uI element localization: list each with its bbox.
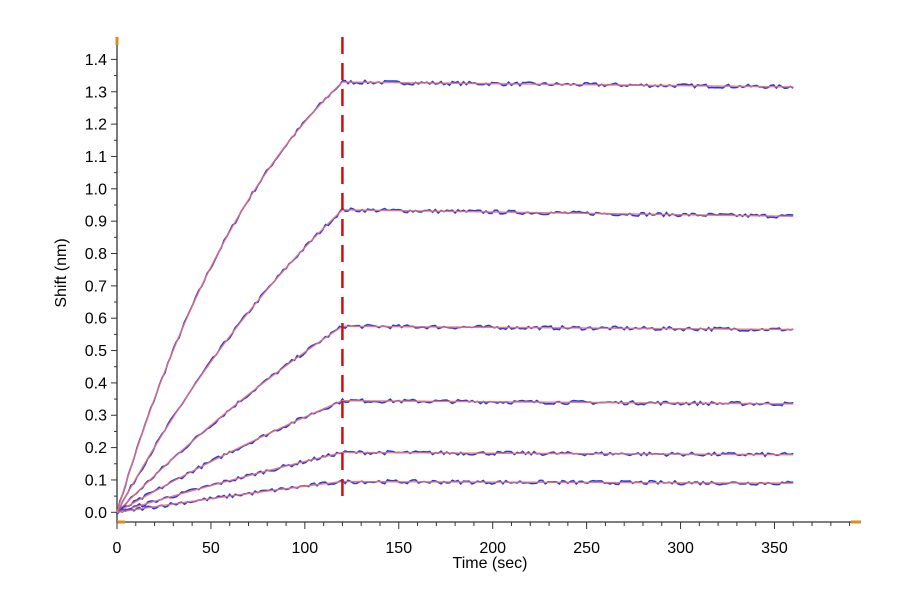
- y-tick-label: 1.1: [85, 149, 107, 166]
- y-tick-label: 0.7: [85, 278, 107, 295]
- fit-curve-5: [116, 451, 794, 513]
- y-tick-label: 0.4: [85, 375, 107, 392]
- x-tick-label: 200: [479, 540, 506, 557]
- data-series-6: [116, 478, 794, 515]
- x-tick-label: 250: [573, 540, 600, 557]
- y-tick-label: 0.9: [85, 214, 107, 231]
- y-tick-label: 0.5: [85, 343, 107, 360]
- y-tick-label: 1.4: [85, 52, 107, 69]
- x-axis-title: Time (sec): [453, 555, 528, 572]
- x-tick-label: 150: [385, 540, 412, 557]
- x-tick-label: 50: [202, 540, 220, 557]
- data-series-2: [116, 207, 794, 515]
- data-series-1: [116, 79, 794, 515]
- y-tick-label: 0.1: [85, 472, 107, 489]
- fit-curve-4: [116, 399, 794, 513]
- x-tick-label: 100: [291, 540, 318, 557]
- x-tick-label: 300: [667, 540, 694, 557]
- x-tick-label: 350: [761, 540, 788, 557]
- y-tick-label: 1.3: [85, 84, 107, 101]
- y-tick-label: 0.2: [85, 440, 107, 457]
- curves: [116, 79, 794, 515]
- y-tick-label: 0.6: [85, 311, 107, 328]
- y-tick-label: 1.2: [85, 117, 107, 134]
- y-tick-label: 0.3: [85, 408, 107, 425]
- y-tick-label: 1.0: [85, 181, 107, 198]
- axes: 0.0 0.1 0.2 0.3 0.4 0.5 0.6 0.7 0.8 0.9 1.0 1.1 1.2 1…: [85, 37, 861, 557]
- y-axis-title: Shift (nm): [53, 238, 70, 307]
- fit-curve-6: [116, 480, 794, 513]
- y-tick-label: 0.0: [85, 505, 107, 522]
- fit-curve-2: [116, 209, 794, 513]
- x-tick-label: 0: [113, 540, 122, 557]
- fit-curve-3: [116, 325, 794, 513]
- y-tick-label: 0.8: [85, 246, 107, 263]
- fit-curve-1: [116, 81, 794, 513]
